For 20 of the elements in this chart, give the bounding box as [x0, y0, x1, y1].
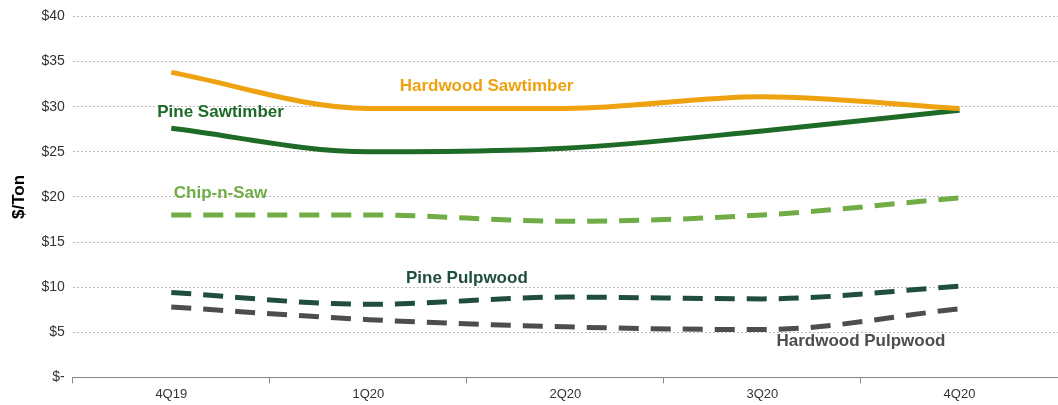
series-label: Hardwood Pulpwood [776, 330, 946, 350]
y-tick-label: $5 [49, 323, 65, 340]
y-tick-label: $- [52, 368, 66, 385]
y-tick-label: $10 [41, 278, 65, 295]
y-tick-label: $15 [41, 232, 65, 249]
series-label: Pine Pulpwood [405, 268, 528, 288]
series-label: Hardwood Sawtimber [399, 76, 574, 96]
y-tick-label: $40 [41, 7, 65, 24]
y-tick-label: $35 [41, 52, 65, 69]
x-tick-label: 3Q20 [746, 385, 779, 401]
x-tick-label: 4Q19 [155, 385, 188, 401]
series-label: Pine Sawtimber [157, 101, 285, 121]
x-tick-label: 1Q20 [352, 385, 385, 401]
y-tick-label: $30 [41, 97, 65, 114]
y-axis-title: $/Ton [8, 174, 28, 219]
y-tick-label: $20 [41, 187, 65, 204]
series-label: Chip-n-Saw [173, 182, 269, 202]
x-tick-label: 2Q20 [549, 385, 582, 401]
x-tick-label: 4Q20 [943, 385, 976, 401]
y-tick-label: $25 [41, 142, 65, 159]
